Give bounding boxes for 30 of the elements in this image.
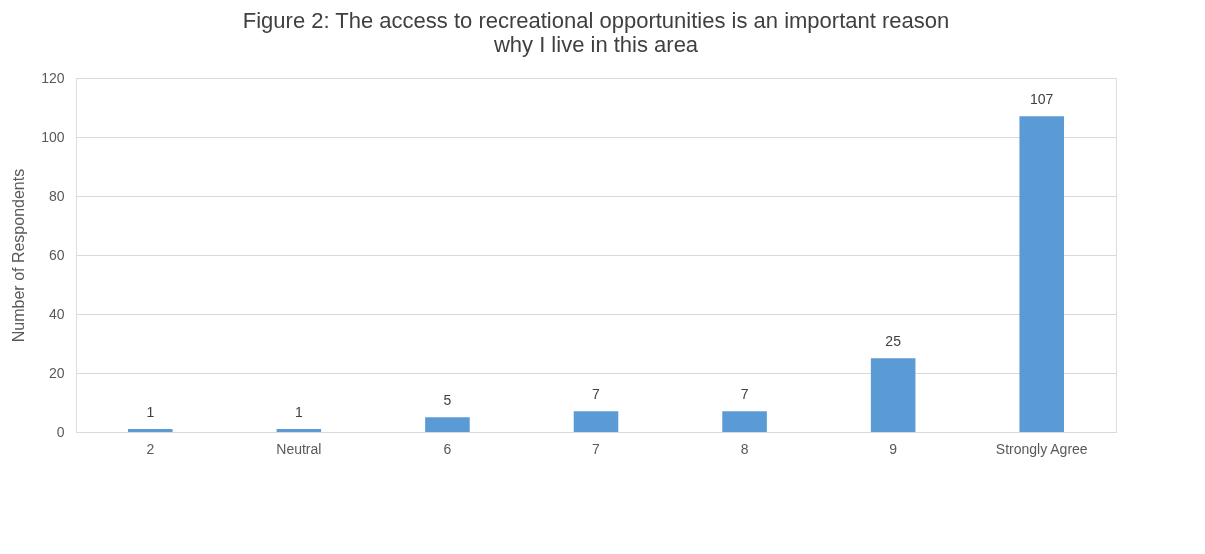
data-label: 7 bbox=[592, 386, 601, 403]
y-axis-title: Number of Respondents bbox=[10, 168, 28, 343]
data-label: 107 bbox=[1030, 91, 1054, 108]
chart-title: Figure 2: The access to recreational opportunities is an important reason why I live in this area bbox=[242, 8, 950, 57]
x-tick-label: Neutral bbox=[276, 440, 322, 457]
y-tick-label: 0 bbox=[56, 423, 65, 440]
bar bbox=[870, 358, 916, 432]
data-label: 1 bbox=[146, 404, 155, 421]
y-tick-label: 120 bbox=[41, 69, 65, 86]
x-tick-label: 9 bbox=[889, 440, 898, 457]
bar bbox=[1019, 116, 1064, 432]
bar bbox=[276, 429, 322, 432]
bar bbox=[573, 411, 619, 432]
data-label: 5 bbox=[443, 392, 452, 409]
y-tick-label: 60 bbox=[48, 246, 65, 263]
y-tick-label: 20 bbox=[48, 364, 65, 381]
y-tick-label: 40 bbox=[48, 305, 65, 322]
x-tick-label: Strongly Agree bbox=[995, 440, 1088, 457]
bar bbox=[128, 429, 173, 432]
y-tick-label: 100 bbox=[41, 128, 65, 145]
x-tick-label: 6 bbox=[443, 440, 452, 457]
data-label: 7 bbox=[740, 386, 749, 403]
bar bbox=[425, 417, 470, 432]
data-label: 25 bbox=[885, 333, 902, 350]
x-tick-label: 2 bbox=[146, 440, 155, 457]
bar bbox=[722, 411, 767, 432]
data-label: 1 bbox=[294, 404, 303, 421]
x-tick-label: 7 bbox=[592, 440, 601, 457]
x-tick-label: 8 bbox=[740, 440, 749, 457]
y-tick-label: 80 bbox=[48, 187, 65, 204]
